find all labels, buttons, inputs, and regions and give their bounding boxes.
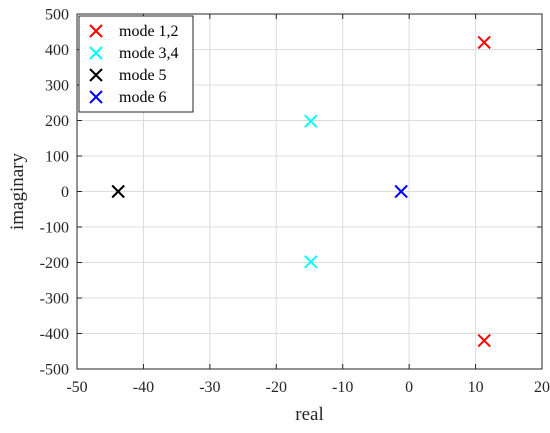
data-point-marker-stroke [304,255,318,269]
y-tick-label: -300 [40,291,69,308]
data-point-marker [304,255,318,269]
x-tick-label: 10 [468,379,484,396]
legend-marker-stroke [89,24,103,38]
y-tick-label: 0 [61,184,69,201]
data-point-marker [111,184,125,199]
y-tick-label: -400 [40,326,69,343]
legend-label: mode 3,4 [119,45,179,62]
data-point-marker [304,114,318,128]
data-point-marker-stroke [304,114,318,128]
y-tick-label: 400 [45,42,69,59]
y-axis-tick-labels: -500 -400 -300 -200 -100 0 100 200 300 400 500 [40,7,69,379]
data-point-marker-stroke [111,184,125,199]
data-point-marker-stroke [477,35,491,50]
y-tick-label: 300 [45,78,69,95]
data-point-marker [394,184,408,199]
y-tick-label: -100 [40,220,69,237]
legend-label: mode 1,2 [119,23,179,40]
x-tick-label: -10 [332,379,353,396]
y-tick-label: 100 [45,149,69,166]
y-axis-label: imaginary [7,152,28,230]
x-tick-label: -40 [133,379,154,396]
data-point-marker-stroke [477,333,491,348]
legend-label: mode 6 [119,89,167,106]
x-tick-label: -50 [66,379,87,396]
legend-marker [89,90,103,104]
y-tick-label: 500 [45,7,69,24]
x-tick-label: 20 [534,379,550,396]
legend-marker-stroke [89,90,103,104]
axis-ticks [76,13,543,370]
y-tick-label: -500 [40,362,69,379]
legend-marker [89,46,103,60]
y-tick-label: -200 [40,255,69,272]
legend-label: mode 5 [119,67,167,84]
y-tick-label: 200 [45,113,69,130]
data-markers [111,35,491,348]
x-axis-tick-labels: -50 -40 -30 -20 -10 0 10 20 [66,379,550,396]
legend-marker-stroke [89,68,103,82]
x-tick-label: -20 [266,379,287,396]
x-axis-label: real [295,404,323,425]
x-tick-label: 0 [405,379,413,396]
data-point-marker-stroke [394,184,408,199]
legend-marker-stroke [89,46,103,60]
x-tick-label: -30 [199,379,220,396]
data-point-marker [477,35,491,50]
data-point-marker [477,333,491,348]
legend-marker [89,68,103,82]
legend: mode 1,2 mode 3,4 mode 5 mode 6 [78,15,194,113]
legend-marker [89,24,103,38]
